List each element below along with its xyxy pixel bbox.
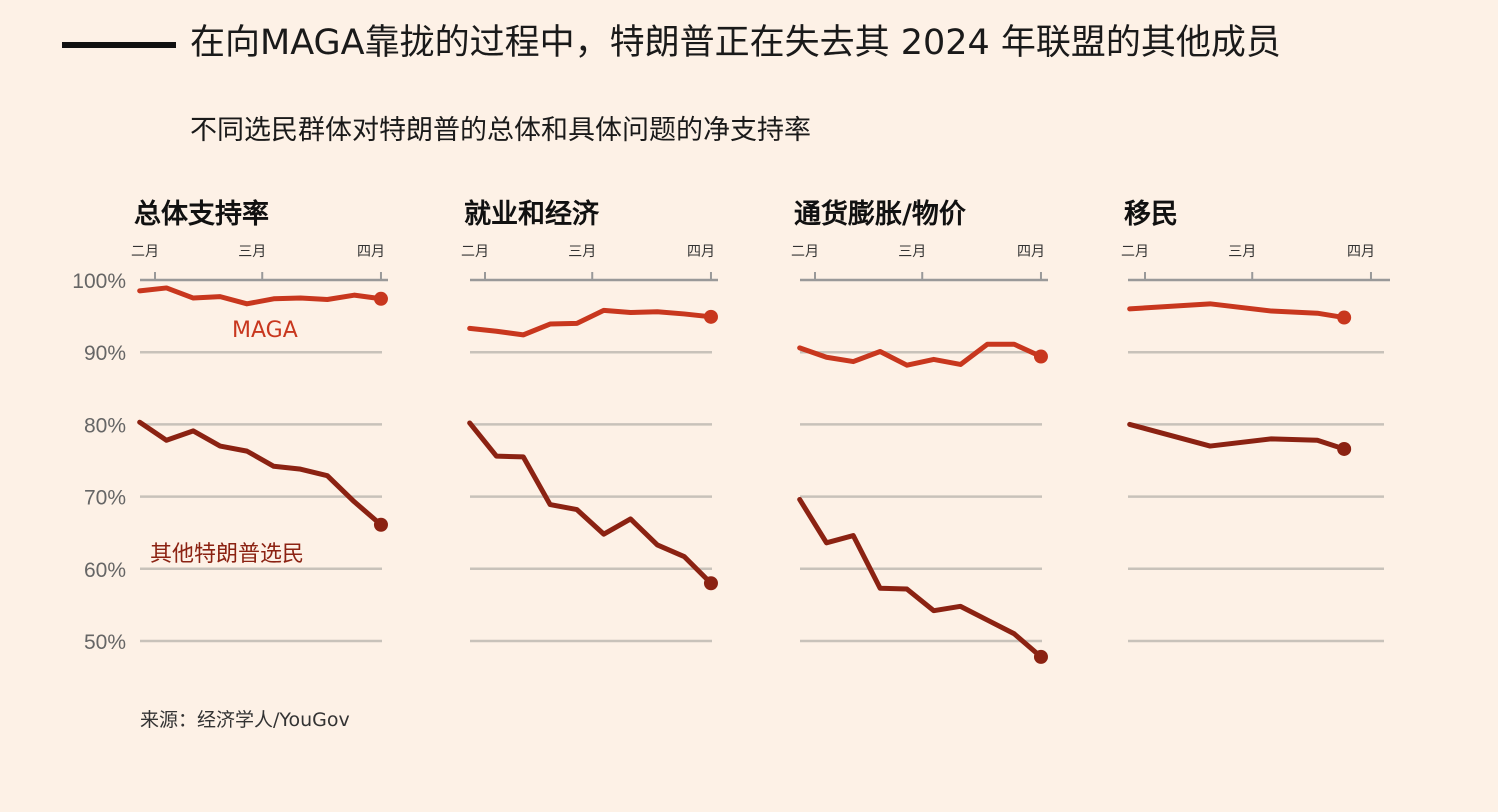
y-tick-label: 100% <box>72 270 126 293</box>
panel-title: 就业和经济 <box>464 199 599 230</box>
panel-title: 通货膨胀/物价 <box>794 199 966 230</box>
y-tick-label: 70% <box>84 487 126 510</box>
x-tick-label: 三月 <box>238 244 266 260</box>
x-tick-label: 二月 <box>1121 244 1149 260</box>
x-tick-label: 三月 <box>1228 244 1256 260</box>
maga-endpoint <box>1337 310 1352 325</box>
other-line <box>467 420 714 586</box>
chart-subtitle: 不同选民群体对特朗普的总体和具体问题的净支持率 <box>190 115 811 146</box>
maga-endpoint <box>703 309 718 324</box>
other-endpoint <box>373 517 388 532</box>
maga-endpoint <box>1033 349 1048 364</box>
x-tick-label: 三月 <box>898 244 926 260</box>
other-endpoint <box>703 576 718 591</box>
maga-line <box>1127 301 1347 321</box>
maga-endpoint <box>373 291 388 306</box>
x-tick-label: 四月 <box>1017 244 1045 260</box>
maga-line <box>137 285 384 307</box>
title-rule <box>62 42 176 48</box>
x-tick-label: 三月 <box>568 244 596 260</box>
x-tick-label: 二月 <box>131 244 159 260</box>
y-tick-label: 60% <box>84 559 126 582</box>
y-tick-label: 50% <box>84 631 126 654</box>
maga-line <box>467 307 714 338</box>
other-line <box>797 496 1044 660</box>
x-tick-label: 二月 <box>791 244 819 260</box>
x-tick-label: 二月 <box>461 244 489 260</box>
other-endpoint <box>1337 441 1352 456</box>
source-note: 来源：经济学人/YouGov <box>140 709 350 731</box>
x-tick-label: 四月 <box>687 244 715 260</box>
other-line <box>137 419 384 528</box>
panel-title: 移民 <box>1124 199 1178 230</box>
y-tick-label: 90% <box>84 342 126 365</box>
panel-title: 总体支持率 <box>134 199 269 230</box>
other-series-label: 其他特朗普选民 <box>150 542 305 567</box>
maga-line <box>797 341 1044 368</box>
y-tick-label: 80% <box>84 414 126 437</box>
maga-series-label: MAGA <box>232 318 298 343</box>
chart-title: 在向MAGA靠拢的过程中，特朗普正在失去其 2024 年联盟的其他成员 <box>190 23 1281 63</box>
x-tick-label: 四月 <box>357 244 385 260</box>
other-line <box>1127 421 1347 452</box>
x-tick-label: 四月 <box>1347 244 1375 260</box>
other-endpoint <box>1033 649 1048 664</box>
